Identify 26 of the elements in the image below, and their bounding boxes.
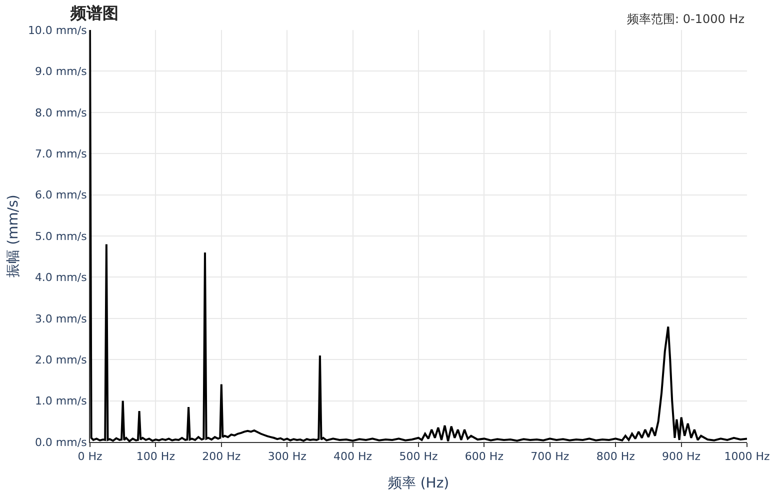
y-tick-label: 10.0 mm/s	[28, 24, 88, 37]
x-tick-label: 500 Hz	[399, 450, 438, 464]
y-tick-label: 0.0 mm/s	[34, 436, 88, 449]
x-tick-label: 400 Hz	[334, 450, 372, 464]
y-tick-label: 2.0 mm/s	[34, 353, 88, 366]
x-tick-label: 100 Hz	[136, 450, 176, 464]
y-tick-label: 1.0 mm/s	[34, 394, 88, 408]
x-tick-label: 800 Hz	[596, 450, 636, 464]
x-tick-label: 300 Hz	[268, 450, 307, 464]
x-tick-label: 1000 Hz	[724, 450, 770, 464]
x-tick-label: 200 Hz	[202, 450, 241, 464]
x-tick-label: 0 Hz	[78, 450, 102, 464]
x-tick-label: 700 Hz	[530, 450, 570, 464]
chart-title: 频谱图	[69, 4, 118, 23]
y-tick-label: 5.0 mm/s	[34, 230, 88, 243]
y-tick-label: 9.0 mm/s	[34, 65, 88, 78]
x-axis-title: 频率 (Hz)	[388, 476, 450, 492]
y-axis-title: 振幅 (mm/s)	[6, 194, 22, 278]
x-tick-label: 600 Hz	[464, 450, 504, 464]
y-tick-label: 7.0 mm/s	[34, 147, 88, 160]
text: 频率范围: 0-1000 Hz	[627, 12, 744, 26]
y-tick-label: 8.0 mm/s	[34, 106, 88, 120]
y-tick-label: 6.0 mm/s	[34, 188, 88, 202]
x-tick-label: 900 Hz	[662, 450, 701, 464]
y-tick-label: 3.0 mm/s	[34, 312, 88, 326]
y-tick-label: 4.0 mm/s	[34, 271, 88, 284]
